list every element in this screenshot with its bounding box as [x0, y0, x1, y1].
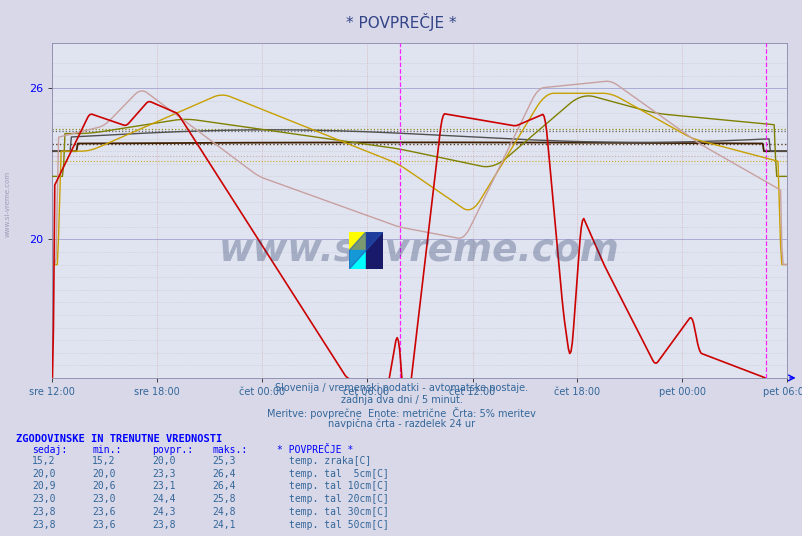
Text: 15,2: 15,2	[32, 456, 55, 466]
Text: 25,3: 25,3	[213, 456, 236, 466]
Text: 20,9: 20,9	[32, 481, 55, 492]
Text: 20,0: 20,0	[152, 456, 176, 466]
Text: 24,8: 24,8	[213, 507, 236, 517]
Text: Meritve: povprečne  Enote: metrične  Črta: 5% meritev: Meritve: povprečne Enote: metrične Črta:…	[267, 407, 535, 419]
Text: ZGODOVINSKE IN TRENUTNE VREDNOSTI: ZGODOVINSKE IN TRENUTNE VREDNOSTI	[16, 434, 222, 444]
Polygon shape	[349, 232, 383, 269]
Text: sedaj:: sedaj:	[32, 445, 67, 455]
Text: 23,0: 23,0	[92, 494, 115, 504]
Text: temp. tal  5cm[C]: temp. tal 5cm[C]	[289, 468, 388, 479]
Text: zadnja dva dni / 5 minut.: zadnja dva dni / 5 minut.	[340, 395, 462, 405]
Bar	[349, 250, 366, 269]
Text: * POVPREČJE *: * POVPREČJE *	[346, 13, 456, 32]
Text: temp. zraka[C]: temp. zraka[C]	[289, 456, 371, 466]
Text: 15,2: 15,2	[92, 456, 115, 466]
Text: min.:: min.:	[92, 445, 122, 455]
Text: povpr.:: povpr.:	[152, 445, 193, 455]
Text: 20,0: 20,0	[32, 468, 55, 479]
Text: temp. tal 50cm[C]: temp. tal 50cm[C]	[289, 520, 388, 530]
Text: 24,3: 24,3	[152, 507, 176, 517]
Text: 20,6: 20,6	[92, 481, 115, 492]
Text: 26,4: 26,4	[213, 481, 236, 492]
Text: 23,1: 23,1	[152, 481, 176, 492]
Text: Slovenija / vremenski podatki - avtomatske postaje.: Slovenija / vremenski podatki - avtomats…	[274, 383, 528, 393]
Text: 20,0: 20,0	[92, 468, 115, 479]
Text: temp. tal 20cm[C]: temp. tal 20cm[C]	[289, 494, 388, 504]
Text: 23,3: 23,3	[152, 468, 176, 479]
Polygon shape	[366, 232, 383, 269]
Text: 23,8: 23,8	[152, 520, 176, 530]
Text: temp. tal 10cm[C]: temp. tal 10cm[C]	[289, 481, 388, 492]
Text: maks.:: maks.:	[213, 445, 248, 455]
Text: 23,6: 23,6	[92, 520, 115, 530]
Text: www.si-vreme.com: www.si-vreme.com	[219, 233, 619, 269]
Text: 23,8: 23,8	[32, 520, 55, 530]
Bar	[349, 232, 366, 250]
Text: 23,0: 23,0	[32, 494, 55, 504]
Text: 24,4: 24,4	[152, 494, 176, 504]
Text: 24,1: 24,1	[213, 520, 236, 530]
Text: 25,8: 25,8	[213, 494, 236, 504]
Text: temp. tal 30cm[C]: temp. tal 30cm[C]	[289, 507, 388, 517]
Text: 23,6: 23,6	[92, 507, 115, 517]
Text: * POVPREČJE *: * POVPREČJE *	[277, 445, 353, 455]
Text: 26,4: 26,4	[213, 468, 236, 479]
Text: navpična črta - razdelek 24 ur: navpična črta - razdelek 24 ur	[327, 419, 475, 429]
Text: www.si-vreme.com: www.si-vreme.com	[5, 170, 11, 237]
Text: 23,8: 23,8	[32, 507, 55, 517]
